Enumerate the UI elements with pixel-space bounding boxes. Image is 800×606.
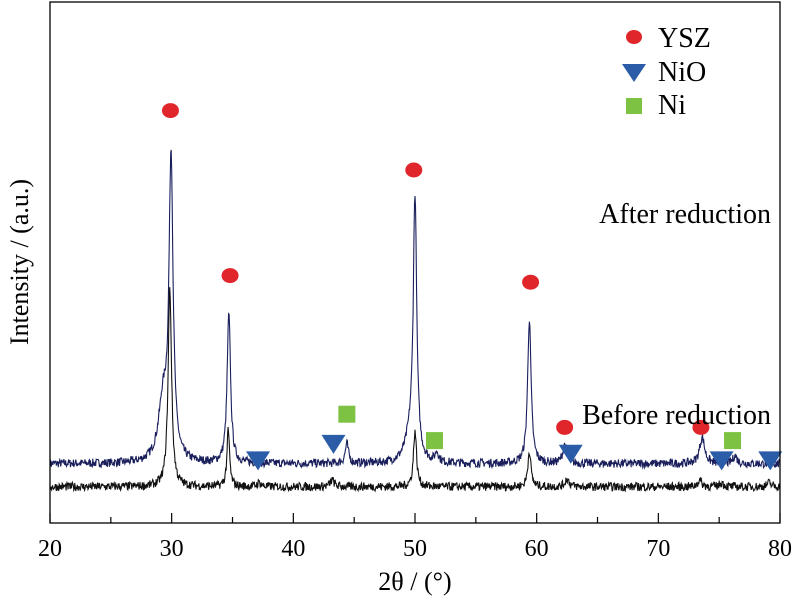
peak-marker-circle-0-5 [522, 274, 540, 290]
x-tick-label-70: 70 [646, 536, 670, 562]
peak-marker-triangle-down-1-4 [758, 451, 783, 471]
peak-marker-square-0-8 [724, 432, 742, 450]
peak-marker-triangle-down-1-0 [246, 451, 271, 471]
legend-marker-nio [622, 64, 646, 82]
peak-marker-circle-0-6 [556, 419, 574, 435]
legend-label-ni: Ni [658, 90, 686, 121]
x-tick-label-20: 20 [38, 536, 62, 562]
peak-marker-square-0-4 [425, 432, 443, 450]
x-tick-label-60: 60 [525, 536, 549, 562]
legend-label-ysz: YSZ [658, 23, 711, 54]
x-tick-label-50: 50 [403, 536, 427, 562]
peak-marker-triangle-down-1-1 [321, 434, 346, 454]
peak-marker-triangle-down-1-2 [558, 444, 583, 464]
x-axis: 20 30 40 50 60 70 80 [38, 513, 792, 562]
x-tick-label-40: 40 [281, 536, 305, 562]
before-reduction-label: Before reduction [582, 400, 771, 431]
legend: YSZ NiO Ni [622, 23, 711, 121]
y-axis-title: Intensity / (a.u.) [5, 179, 34, 345]
x-tick-label-80: 80 [768, 536, 792, 562]
peak-marker-circle-0-7 [692, 419, 710, 435]
legend-marker-ni [626, 98, 642, 114]
legend-marker-ysz [626, 30, 642, 44]
peak-marker-circle-0-0 [161, 103, 179, 119]
series-layer [49, 149, 781, 493]
x-axis-title: 2θ / (°) [378, 567, 451, 596]
peak-marker-square-0-2 [338, 405, 356, 423]
series-line-before-reduction [49, 287, 781, 493]
peak-marker-circle-0-3 [405, 162, 423, 178]
marker-layer [161, 103, 783, 471]
x-tick-label-30: 30 [160, 536, 184, 562]
legend-label-nio: NiO [658, 57, 706, 88]
series-line-after-reduction [49, 149, 781, 470]
peak-marker-triangle-down-1-3 [709, 451, 734, 471]
after-reduction-label: After reduction [599, 199, 771, 230]
peak-marker-circle-0-1 [221, 268, 239, 284]
